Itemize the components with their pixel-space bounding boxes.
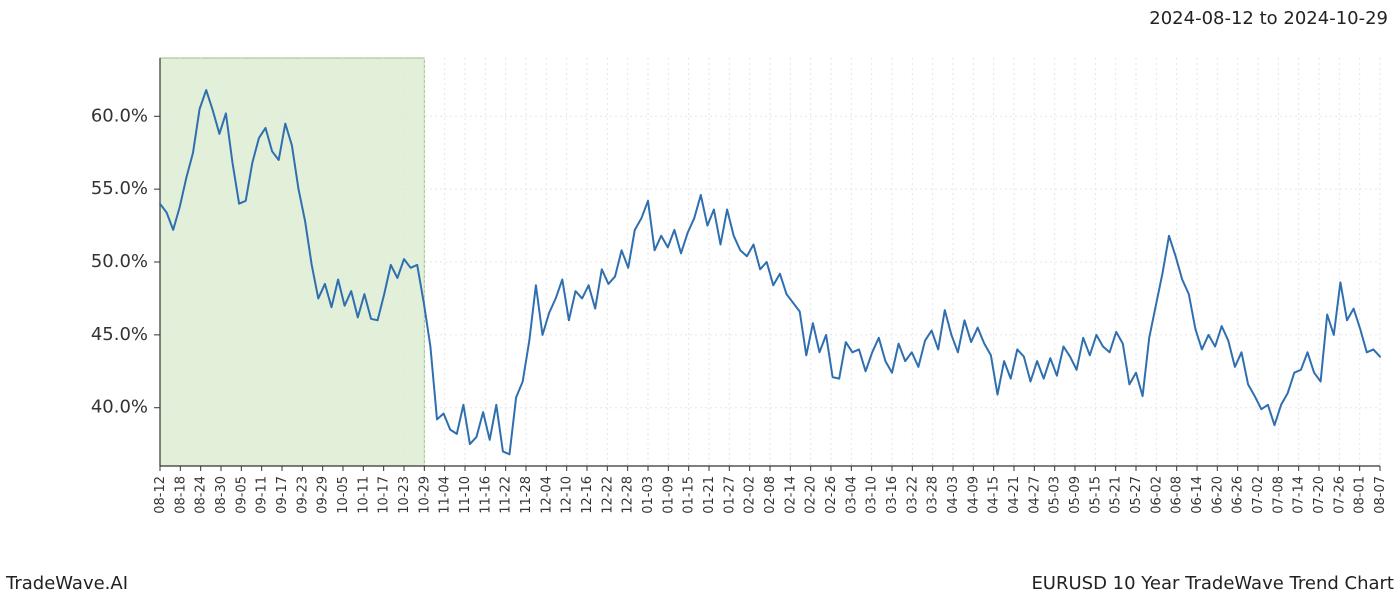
svg-text:11-04: 11-04: [438, 476, 453, 514]
svg-text:08-01: 08-01: [1353, 476, 1368, 514]
svg-text:08-18: 08-18: [173, 476, 188, 514]
svg-text:11-28: 11-28: [519, 476, 534, 514]
svg-text:07-20: 07-20: [1312, 476, 1327, 514]
svg-text:08-07: 08-07: [1373, 476, 1388, 514]
trend-chart: 40.0% 45.0% 50.0% 55.0% 60.0% 08-12 08-18 08-24…: [0, 36, 1400, 556]
svg-text:09-23: 09-23: [295, 476, 310, 514]
svg-text:60.0%: 60.0%: [91, 105, 148, 126]
svg-text:45.0%: 45.0%: [91, 324, 148, 345]
svg-text:04-03: 04-03: [946, 476, 961, 514]
svg-text:07-02: 07-02: [1251, 476, 1266, 514]
svg-text:07-08: 07-08: [1271, 476, 1286, 514]
svg-text:03-16: 03-16: [885, 476, 900, 514]
svg-text:05-15: 05-15: [1088, 476, 1103, 514]
svg-text:12-04: 12-04: [539, 476, 554, 514]
svg-text:11-16: 11-16: [478, 476, 493, 514]
svg-text:02-08: 02-08: [763, 476, 778, 514]
svg-text:02-14: 02-14: [783, 476, 798, 514]
svg-text:04-09: 04-09: [966, 476, 981, 514]
date-range-label: 2024-08-12 to 2024-10-29: [1149, 8, 1388, 29]
svg-text:09-17: 09-17: [275, 476, 290, 514]
svg-text:04-15: 04-15: [987, 476, 1002, 514]
svg-text:10-05: 10-05: [336, 476, 351, 514]
svg-text:10-11: 10-11: [356, 476, 371, 514]
svg-text:04-21: 04-21: [1007, 476, 1022, 514]
svg-text:10-17: 10-17: [377, 476, 392, 514]
svg-text:09-29: 09-29: [316, 476, 331, 514]
svg-text:06-08: 06-08: [1170, 476, 1185, 514]
svg-text:06-02: 06-02: [1149, 476, 1164, 514]
svg-text:01-03: 01-03: [641, 476, 656, 514]
svg-text:09-05: 09-05: [234, 476, 249, 514]
svg-text:06-20: 06-20: [1210, 476, 1225, 514]
brand-label: TradeWave.AI: [6, 573, 128, 594]
svg-text:01-21: 01-21: [702, 476, 717, 514]
svg-text:05-03: 05-03: [1048, 476, 1063, 514]
svg-text:03-10: 03-10: [865, 476, 880, 514]
svg-text:01-27: 01-27: [722, 476, 737, 514]
svg-text:05-21: 05-21: [1109, 476, 1124, 514]
svg-text:01-09: 01-09: [661, 476, 676, 514]
svg-text:06-26: 06-26: [1231, 476, 1246, 514]
svg-text:40.0%: 40.0%: [91, 397, 148, 418]
svg-text:04-27: 04-27: [1027, 476, 1042, 514]
svg-text:02-26: 02-26: [824, 476, 839, 514]
svg-text:03-22: 03-22: [905, 476, 920, 514]
svg-text:05-27: 05-27: [1129, 476, 1144, 514]
svg-text:03-28: 03-28: [926, 476, 941, 514]
svg-text:55.0%: 55.0%: [91, 178, 148, 199]
svg-text:05-09: 05-09: [1068, 476, 1083, 514]
svg-text:08-24: 08-24: [194, 476, 209, 514]
svg-text:12-22: 12-22: [600, 476, 615, 514]
svg-text:12-16: 12-16: [580, 476, 595, 514]
svg-text:06-14: 06-14: [1190, 476, 1205, 514]
svg-text:10-29: 10-29: [417, 476, 432, 514]
svg-text:02-02: 02-02: [743, 476, 758, 514]
svg-text:12-28: 12-28: [621, 476, 636, 514]
svg-text:07-26: 07-26: [1332, 476, 1347, 514]
svg-text:01-15: 01-15: [682, 476, 697, 514]
svg-text:08-30: 08-30: [214, 476, 229, 514]
svg-text:11-10: 11-10: [458, 476, 473, 514]
svg-text:03-04: 03-04: [844, 476, 859, 514]
svg-text:12-10: 12-10: [560, 476, 575, 514]
svg-text:10-23: 10-23: [397, 476, 412, 514]
svg-text:11-22: 11-22: [499, 476, 514, 514]
svg-text:02-20: 02-20: [804, 476, 819, 514]
svg-text:08-12: 08-12: [153, 476, 168, 514]
svg-text:07-14: 07-14: [1292, 476, 1307, 514]
svg-text:09-11: 09-11: [255, 476, 270, 514]
svg-text:50.0%: 50.0%: [91, 251, 148, 272]
chart-title: EURUSD 10 Year TradeWave Trend Chart: [1031, 573, 1394, 594]
chart-container: 40.0% 45.0% 50.0% 55.0% 60.0% 08-12 08-18 08-24…: [0, 36, 1400, 556]
